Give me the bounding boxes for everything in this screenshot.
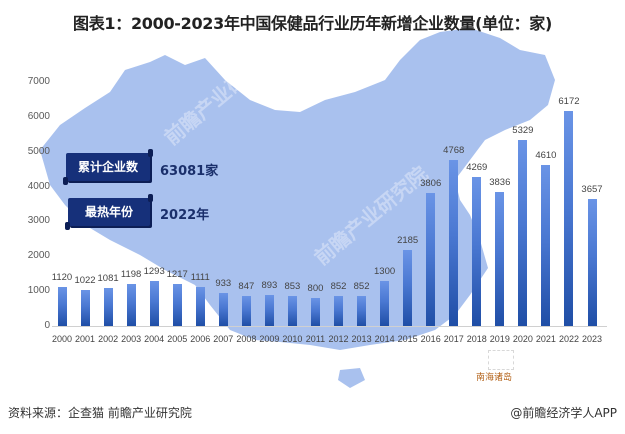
bar-2022	[564, 110, 574, 326]
y-tick-label: 4000	[27, 180, 50, 192]
bar-value-label: 6172	[558, 95, 580, 107]
bar-value-label: 1120	[51, 271, 73, 283]
x-tick-label: 2005	[167, 334, 188, 344]
peak-year-badge: 最热年份	[65, 194, 153, 230]
x-tick-label: 2015	[397, 334, 418, 344]
south-china-sea-inset	[488, 350, 514, 370]
bar-value-label: 1111	[190, 272, 210, 284]
bar-value-label: 853	[284, 281, 301, 293]
bar-2023	[587, 198, 597, 326]
bar-2006	[195, 287, 205, 326]
y-tick-label: 1000	[27, 285, 50, 297]
bar-2021	[541, 165, 551, 326]
bar-2019	[495, 192, 505, 326]
bar-value-label: 893	[261, 279, 278, 291]
credit-note: @前瞻经济学人APP	[510, 406, 617, 420]
x-tick-label: 2019	[489, 334, 510, 344]
x-tick-label: 2003	[121, 334, 142, 344]
x-axis-line	[52, 326, 607, 327]
bar-value-label: 3657	[581, 183, 603, 195]
x-tick-label: 2017	[443, 334, 464, 344]
x-tick-label: 2009	[259, 334, 280, 344]
bar-value-label: 1081	[97, 273, 119, 285]
bar-2001	[80, 290, 90, 326]
bar-2016	[426, 193, 436, 326]
total-companies-value: 63081家	[160, 164, 219, 179]
bar-value-label: 852	[330, 281, 347, 293]
bar-2004	[149, 280, 159, 326]
south-china-sea-label: 南海诸岛	[476, 373, 513, 383]
bar-value-label: 4610	[535, 150, 557, 162]
bar-value-label: 933	[215, 278, 232, 290]
bar-value-label: 2185	[397, 234, 419, 246]
x-tick-label: 2014	[374, 334, 395, 344]
x-tick-label: 2018	[466, 334, 487, 344]
bar-2009	[264, 294, 274, 326]
x-tick-label: 2010	[282, 334, 303, 344]
x-tick-label: 2011	[305, 334, 326, 344]
bar-value-label: 4269	[466, 162, 488, 174]
bar-value-label: 847	[238, 281, 255, 293]
bar-value-label: 1300	[374, 265, 396, 277]
y-tick-label: 3000	[27, 215, 50, 227]
bar-value-label: 1217	[166, 268, 188, 280]
bar-2018	[472, 177, 482, 326]
y-tick-label: 0	[44, 320, 50, 331]
bar-value-label: 800	[307, 283, 324, 295]
x-tick-label: 2021	[535, 334, 556, 344]
bar-2013	[357, 296, 367, 326]
x-tick-label: 2000	[51, 334, 73, 344]
chart-title: 图表1：2000-2023年中国保健品行业历年新增企业数量(单位：家)	[73, 14, 552, 33]
x-tick-label: 2006	[190, 334, 211, 344]
y-tick-label: 6000	[27, 110, 50, 122]
x-tick-label: 2016	[420, 334, 441, 344]
bar-2015	[403, 249, 413, 326]
source-note: 资料来源：企查猫 前瞻产业研究院	[8, 406, 192, 420]
x-tick-label: 2007	[213, 334, 234, 344]
bar-2007	[218, 293, 228, 326]
peak-year-value: 2022年	[160, 208, 210, 223]
bar-2012	[334, 296, 344, 326]
bar-value-label: 1022	[74, 275, 96, 287]
bar-2011	[310, 298, 320, 326]
bar-2020	[518, 140, 528, 326]
y-tick-label: 2000	[27, 250, 50, 262]
bar-value-label: 3806	[420, 178, 442, 190]
bar-value-label: 1293	[143, 265, 165, 277]
bar-value-label: 5329	[512, 125, 534, 137]
bar-2002	[103, 288, 113, 326]
bar-value-label: 852	[353, 281, 370, 293]
bar-2005	[172, 283, 182, 326]
bar-value-label: 1198	[120, 269, 142, 281]
x-tick-label: 2023	[581, 334, 603, 344]
y-tick-label: 5000	[27, 145, 50, 157]
x-tick-label: 2020	[512, 334, 533, 344]
bar-2017	[449, 159, 459, 326]
x-tick-label: 2001	[75, 334, 96, 344]
bar-2014	[380, 280, 390, 326]
bar-value-label: 3836	[489, 177, 511, 189]
total-companies-badge: 累计企业数	[63, 149, 153, 185]
x-tick-label: 2012	[328, 334, 349, 344]
x-tick-label: 2008	[236, 334, 257, 344]
bar-2003	[126, 284, 136, 326]
x-tick-label: 2022	[558, 334, 579, 344]
x-tick-label: 2013	[351, 334, 372, 344]
x-tick-label: 2004	[144, 334, 165, 344]
y-tick-label: 7000	[27, 76, 50, 87]
x-tick-label: 2002	[98, 334, 119, 344]
bar-2000	[57, 286, 67, 326]
bar-2010	[287, 296, 297, 326]
bar-2008	[241, 296, 251, 326]
bar-value-label: 4768	[443, 144, 465, 156]
